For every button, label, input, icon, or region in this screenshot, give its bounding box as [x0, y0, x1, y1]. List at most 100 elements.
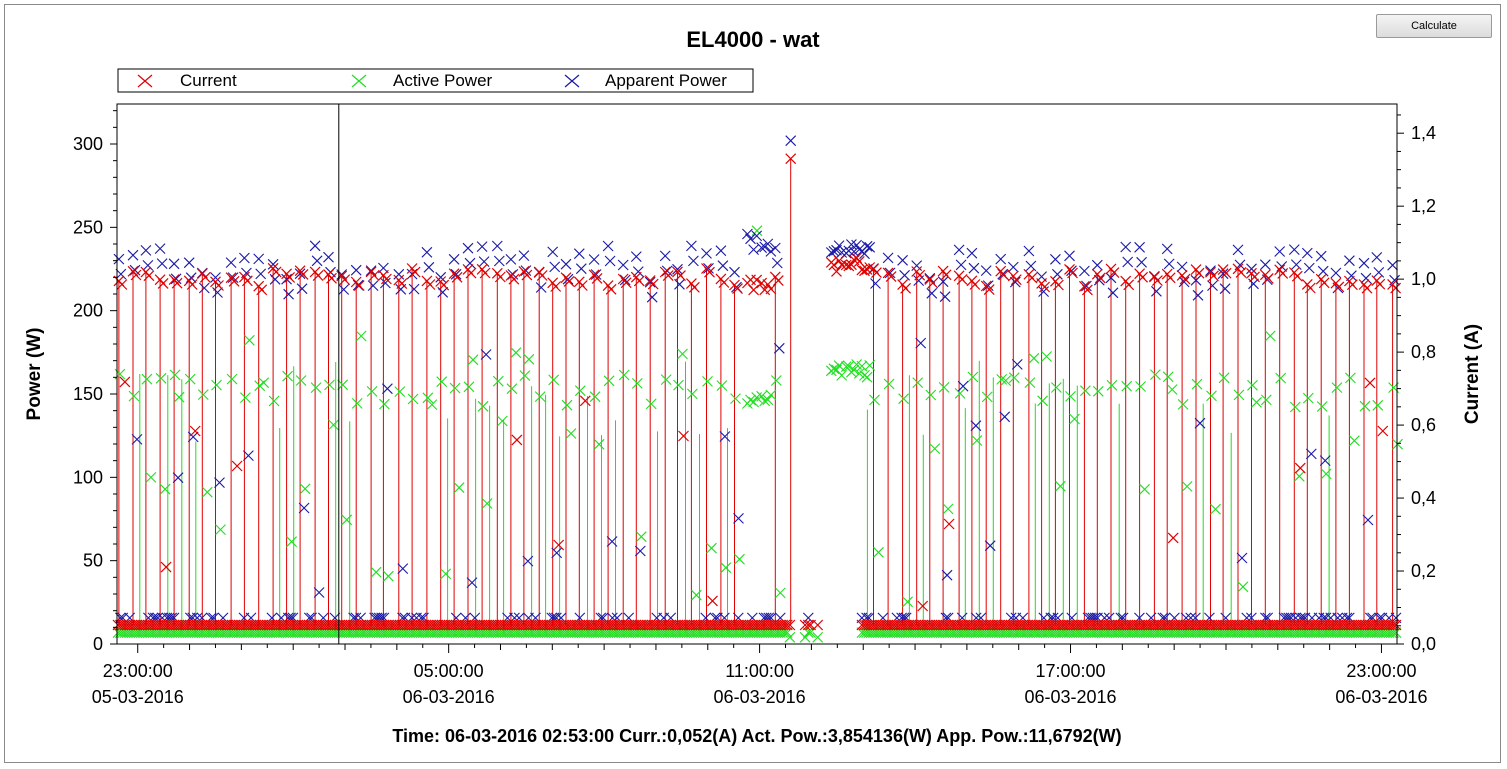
active-power-marker	[1092, 385, 1104, 397]
apparent-power-marker	[1288, 244, 1300, 255]
current-marker	[647, 278, 659, 290]
active-power-marker	[618, 369, 630, 381]
apparent-power-marker	[393, 268, 405, 280]
current-marker	[1179, 273, 1191, 285]
current-marker	[799, 619, 811, 631]
active-power-marker	[716, 380, 728, 391]
active-power-marker	[324, 379, 335, 391]
active-power-marker	[1345, 372, 1356, 384]
active-power-marker	[215, 524, 226, 535]
apparent-power-marker	[785, 135, 797, 147]
apparent-power-marker	[227, 272, 239, 283]
active-power-marker	[971, 435, 983, 446]
active-power-marker	[1150, 369, 1161, 380]
active-power-marker	[799, 631, 811, 643]
current-marker	[1193, 267, 1205, 279]
apparent-power-marker	[861, 240, 873, 252]
apparent-power-marker	[980, 265, 992, 276]
active-power-marker	[453, 482, 465, 494]
active-power-marker	[1139, 483, 1150, 495]
apparent-power-marker	[380, 277, 391, 289]
current-marker	[591, 272, 603, 284]
active-power-marker	[1247, 379, 1258, 391]
x-tick-time: 23:00:00	[103, 661, 173, 681]
active-power-marker	[1106, 379, 1118, 391]
active-power-marker	[748, 396, 759, 408]
active-power-marker	[1218, 372, 1230, 384]
active-power-marker	[1055, 480, 1066, 492]
active-power-marker	[833, 360, 845, 372]
active-power-marker	[762, 394, 774, 406]
active-power-marker	[603, 375, 615, 387]
apparent-power-marker	[350, 264, 362, 276]
x-tick-time: 23:00:00	[1346, 661, 1416, 681]
current-marker	[1081, 284, 1093, 296]
current-marker	[189, 425, 201, 437]
active-power-marker	[756, 390, 767, 402]
apparent-power-marker	[450, 268, 462, 280]
apparent-power-marker	[957, 380, 969, 392]
apparent-power-marker	[1232, 244, 1244, 256]
active-power-marker	[1392, 438, 1403, 450]
apparent-power-marker	[142, 260, 154, 271]
active-power-marker	[1024, 377, 1036, 388]
active-power-marker	[436, 376, 448, 388]
active-power-marker	[1008, 372, 1020, 384]
apparent-power-marker	[999, 411, 1011, 423]
active-power-marker	[745, 394, 756, 406]
active-power-marker	[159, 483, 171, 495]
active-power-marker	[828, 363, 840, 375]
active-power-marker	[574, 385, 586, 397]
current-marker	[1304, 282, 1316, 294]
apparent-power-marker	[1093, 274, 1105, 286]
active-power-marker	[1041, 351, 1052, 362]
active-power-marker	[184, 373, 196, 385]
apparent-power-marker	[311, 255, 323, 267]
apparent-power-marker	[1360, 272, 1372, 284]
current-marker	[353, 280, 365, 292]
active-power-marker	[770, 375, 782, 386]
current-marker	[1108, 267, 1120, 279]
active-power-marker	[691, 589, 702, 601]
right-axis: 0,0 0,2 0,4 0,6 0,8 1,0 1,2 1,4	[1397, 114, 1436, 654]
apparent-power-marker	[1079, 265, 1090, 277]
current-marker	[1318, 277, 1330, 289]
apparent-power-marker	[897, 254, 908, 266]
apparent-power-marker	[1207, 280, 1218, 291]
active-power-marker	[660, 374, 672, 385]
apparent-power-marker	[703, 263, 714, 274]
legend-item-current: Current	[137, 71, 237, 90]
active-power-marker	[1177, 399, 1189, 410]
current-marker	[1167, 532, 1179, 544]
current-marker	[859, 265, 870, 277]
current-marker	[312, 270, 324, 282]
apparent-power-marker	[1120, 241, 1132, 253]
current-marker	[633, 275, 645, 287]
current-marker	[605, 283, 617, 295]
current-marker	[213, 280, 224, 291]
apparent-power-marker	[1007, 261, 1019, 273]
current-marker	[465, 267, 477, 279]
active-power-marker	[774, 587, 786, 599]
active-power-marker	[1372, 399, 1384, 411]
apparent-power-marker	[953, 244, 965, 256]
active-power-marker	[593, 438, 605, 450]
legend-marker-apparent-power	[564, 74, 580, 88]
left-tick-label: 0	[93, 634, 103, 654]
apparent-power-marker	[646, 291, 658, 303]
current-marker	[927, 277, 939, 289]
apparent-power-marker	[225, 257, 237, 268]
active-power-marker	[589, 391, 601, 403]
current-marker	[1151, 275, 1163, 287]
active-power-marker	[355, 330, 367, 342]
active-power-marker	[422, 392, 434, 404]
apparent-power-marker	[448, 253, 460, 265]
calculate-button[interactable]: Calculate	[1376, 14, 1492, 38]
apparent-power-marker	[466, 577, 478, 588]
active-power-marker	[128, 390, 140, 402]
apparent-power-marker	[719, 431, 731, 442]
apparent-power-marker	[480, 349, 492, 360]
apparent-power-marker	[715, 245, 727, 257]
active-power-marker	[240, 392, 251, 403]
apparent-power-marker	[604, 255, 616, 267]
